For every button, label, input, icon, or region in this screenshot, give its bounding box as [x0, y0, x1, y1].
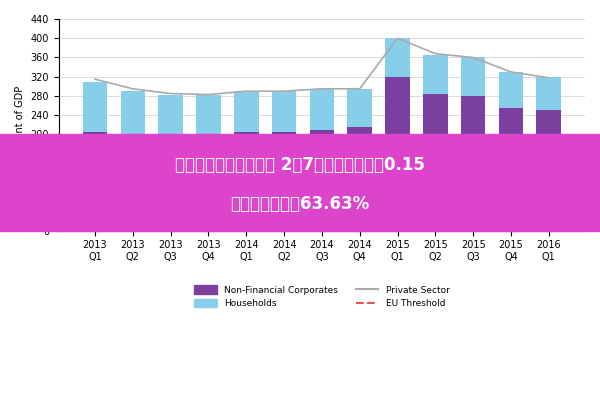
- Bar: [158, 94, 183, 137]
- Bar: [310, 89, 334, 130]
- Private Sector: [432, 51, 439, 56]
- Bar: [385, 38, 410, 77]
- Bar: [234, 91, 259, 132]
- Bar: [83, 132, 107, 231]
- Private Sector: [394, 36, 401, 41]
- Private Sector: [508, 70, 515, 74]
- Bar: [499, 108, 523, 231]
- Legend: Non-Financial Corporates, Households, Private Sector, EU Threshold: Non-Financial Corporates, Households, Pr…: [191, 282, 453, 312]
- Bar: [272, 91, 296, 132]
- Private Sector: [356, 86, 364, 91]
- Text: ％，转股溢价率63.63%: ％，转股溢价率63.63%: [230, 195, 370, 213]
- Private Sector: [242, 89, 250, 94]
- Bar: [499, 72, 523, 108]
- Bar: [121, 91, 145, 134]
- Y-axis label: Per Cent of GDP: Per Cent of GDP: [15, 86, 25, 164]
- Bar: [196, 137, 221, 231]
- Private Sector: [470, 55, 477, 60]
- Private Sector: [167, 91, 174, 96]
- Private Sector: [318, 86, 325, 91]
- Bar: [272, 132, 296, 231]
- Private Sector: [91, 77, 98, 82]
- Bar: [310, 130, 334, 231]
- Bar: [347, 89, 372, 127]
- Bar: [423, 94, 448, 231]
- Bar: [536, 110, 561, 231]
- Bar: [461, 96, 485, 231]
- Bar: [196, 94, 221, 137]
- Bar: [234, 132, 259, 231]
- Bar: [385, 77, 410, 231]
- Text: 配资资深炒股配资门户 2月7日绿动转债下跌0.15: 配资资深炒股配资门户 2月7日绿动转债下跌0.15: [175, 156, 425, 174]
- Line: Private Sector: Private Sector: [95, 38, 549, 94]
- Private Sector: [129, 86, 136, 91]
- Bar: [347, 127, 372, 231]
- Private Sector: [545, 75, 553, 80]
- Bar: [83, 82, 107, 132]
- Bar: [121, 134, 145, 231]
- Bar: [158, 137, 183, 231]
- EU Threshold: [91, 151, 98, 156]
- Bar: [423, 55, 448, 94]
- Bar: [536, 77, 561, 110]
- Private Sector: [205, 92, 212, 97]
- Bar: [461, 58, 485, 96]
- Private Sector: [280, 89, 287, 94]
- EU Threshold: [129, 151, 136, 156]
